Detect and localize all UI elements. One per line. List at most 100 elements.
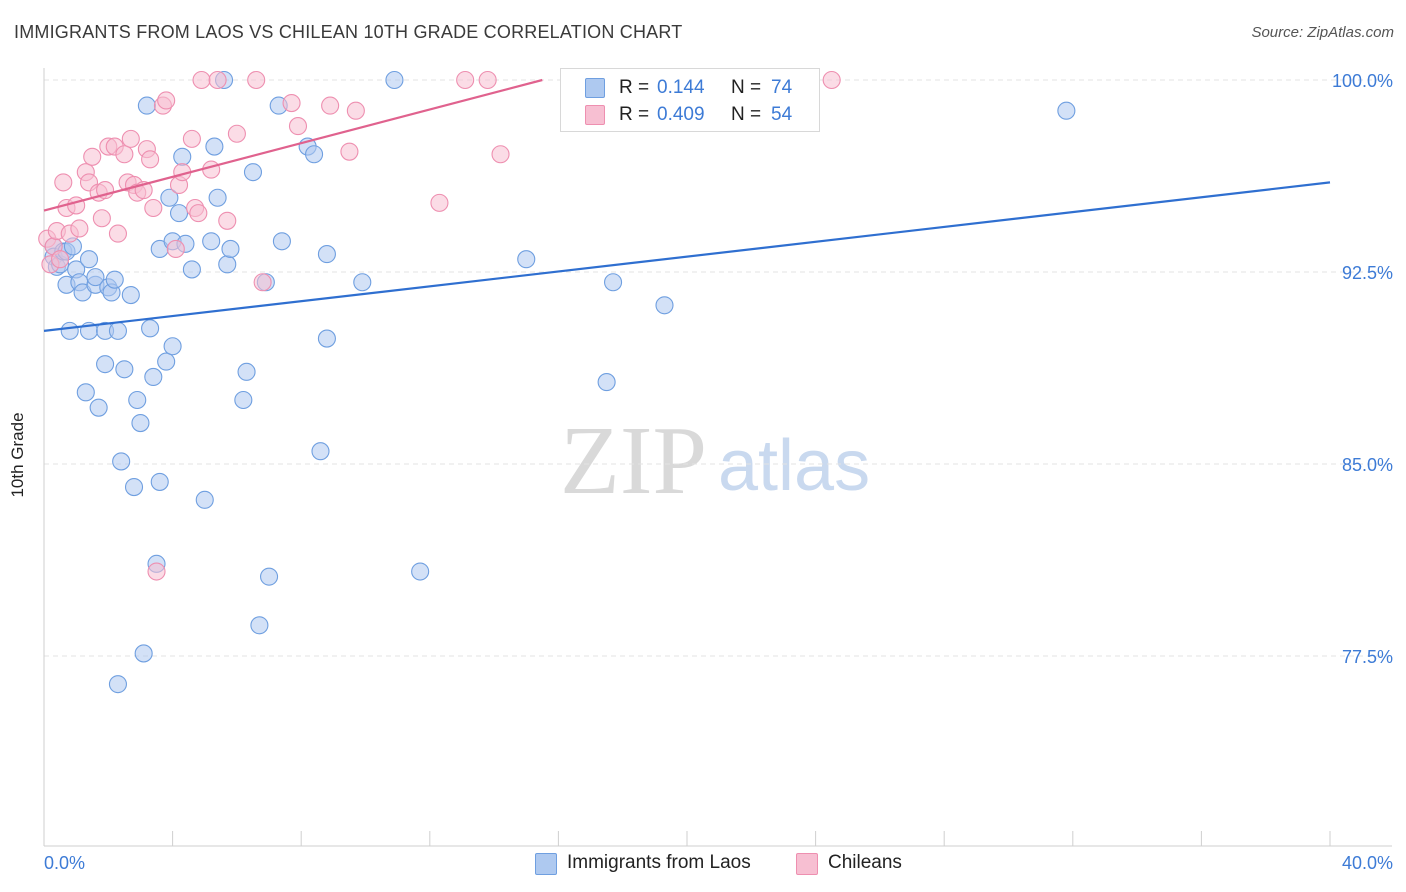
point-laos — [60, 321, 79, 340]
point-laos — [317, 329, 336, 348]
point-laos — [86, 268, 105, 287]
point-laos — [517, 250, 536, 269]
point-chileans — [141, 150, 160, 169]
point-laos — [112, 452, 131, 471]
point-laos — [353, 273, 372, 292]
trend-line-chileans — [43, 78, 543, 212]
point-chileans — [202, 160, 221, 179]
trend-lines — [43, 78, 1331, 332]
legend-n-value-chileans: 54 — [771, 104, 793, 125]
point-laos — [79, 250, 99, 269]
legend-n-label: N = — [731, 77, 762, 98]
point-laos — [385, 70, 404, 90]
point-chileans — [147, 562, 166, 581]
point-laos — [218, 255, 237, 274]
legend-swatch-laos — [585, 78, 605, 98]
y-tick-label: 85.0% — [1342, 455, 1393, 475]
stats-legend: R = 0.144 N = 74 R = 0.409 N = 54 — [560, 68, 820, 132]
point-chileans — [92, 209, 111, 228]
point-chileans — [144, 198, 163, 218]
point-chileans — [189, 204, 208, 223]
point-chileans — [51, 250, 70, 269]
point-chileans — [208, 70, 227, 90]
point-chileans — [166, 239, 185, 259]
point-chileans — [247, 70, 266, 90]
bottom-legend-label-laos: Immigrants from Laos — [567, 852, 751, 873]
point-chileans — [430, 193, 449, 212]
point-chileans — [157, 91, 176, 110]
watermark-atlas: atlas — [718, 426, 870, 506]
point-laos — [131, 413, 150, 433]
x-tick-label: 0.0% — [44, 853, 85, 873]
point-laos — [144, 367, 163, 387]
point-laos — [124, 477, 144, 497]
chart-title: IMMIGRANTS FROM LAOS VS CHILEAN 10TH GRA… — [14, 22, 683, 42]
y-tick-label: 77.5% — [1342, 647, 1393, 667]
point-laos — [655, 296, 674, 315]
point-chileans — [321, 96, 340, 115]
legend-n-label: N = — [731, 104, 762, 125]
source-credit: Source: ZipAtlas.com — [1251, 24, 1394, 41]
legend-r-label: R = — [619, 77, 650, 98]
point-laos — [182, 260, 201, 279]
point-laos — [121, 285, 140, 305]
bottom-legend-swatch-laos — [535, 853, 557, 875]
point-chileans — [182, 129, 201, 148]
point-laos — [137, 96, 156, 115]
point-chileans — [478, 70, 497, 90]
point-laos — [208, 188, 227, 207]
point-laos — [234, 390, 253, 410]
point-chileans — [218, 211, 237, 230]
point-laos — [259, 567, 279, 586]
point-chileans — [253, 273, 272, 292]
y-tick-label: 92.5% — [1342, 263, 1393, 283]
point-laos — [597, 373, 616, 392]
point-laos — [96, 355, 115, 374]
point-chileans — [108, 224, 127, 243]
point-laos — [160, 188, 179, 207]
point-chileans — [121, 129, 140, 148]
bottom-legend-label-chileans: Chileans — [828, 852, 902, 873]
point-laos — [411, 562, 430, 581]
point-laos — [150, 472, 169, 491]
point-laos — [141, 319, 160, 338]
legend-r-value-chileans: 0.409 — [657, 104, 705, 125]
point-chileans — [192, 70, 211, 90]
point-laos — [221, 239, 240, 259]
point-laos — [163, 337, 182, 356]
point-laos — [202, 232, 221, 251]
point-laos — [250, 616, 269, 635]
point-laos — [205, 137, 224, 156]
point-laos — [195, 490, 214, 509]
tick-labels: 77.5% 85.0% 92.5% 100.0% 0.0% 40.0% — [44, 71, 1393, 873]
point-laos — [173, 147, 192, 166]
point-laos — [89, 398, 108, 417]
point-chileans — [70, 219, 89, 238]
point-chileans — [115, 145, 134, 164]
point-laos — [169, 204, 189, 223]
point-laos — [237, 362, 256, 381]
point-laos — [604, 273, 623, 292]
point-chileans — [54, 173, 73, 192]
watermark-zip: ZIP — [560, 407, 707, 515]
legend-r-label: R = — [619, 104, 650, 125]
point-chileans — [282, 93, 301, 113]
point-chileans — [227, 124, 246, 143]
point-laos — [108, 321, 127, 340]
point-laos — [105, 270, 124, 289]
data-points — [38, 70, 1076, 694]
legend-swatch-chileans — [585, 105, 605, 125]
point-laos — [272, 232, 291, 251]
bottom-legend-swatch-chileans — [796, 853, 818, 875]
point-chileans — [288, 117, 308, 136]
point-laos — [128, 390, 147, 410]
axes — [43, 68, 1392, 847]
x-tick-label: 40.0% — [1342, 853, 1393, 873]
legend-n-value-laos: 74 — [771, 77, 793, 98]
point-laos — [243, 163, 263, 182]
point-chileans — [491, 145, 510, 164]
point-laos — [108, 675, 127, 694]
point-laos — [311, 442, 330, 461]
point-chileans — [346, 101, 365, 120]
